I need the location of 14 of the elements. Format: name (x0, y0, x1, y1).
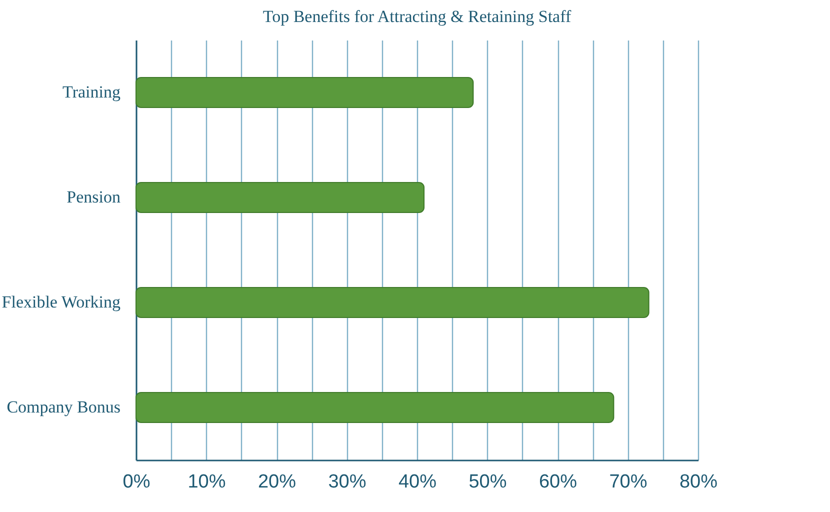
y-tick-label: Flexible Working (2, 292, 121, 312)
x-tick-label: 80% (679, 472, 718, 492)
x-tick-label: 0% (122, 472, 150, 492)
y-tick-label: Pension (66, 188, 121, 206)
y-tick-label: Training (62, 82, 121, 102)
x-tick-label: 30% (328, 472, 366, 492)
y-tick-label: Company Bonus (6, 398, 120, 416)
x-tick-label: 10% (188, 472, 226, 492)
x-tick-label: 40% (398, 472, 437, 492)
x-tick-label: 60% (538, 472, 578, 492)
x-tick-label: 70% (609, 472, 648, 492)
x-tick-label: 50% (468, 472, 507, 492)
x-tick-label: 20% (258, 472, 296, 492)
chart-title: Top Benefits for Attracting & Retaining Staff (262, 7, 572, 26)
